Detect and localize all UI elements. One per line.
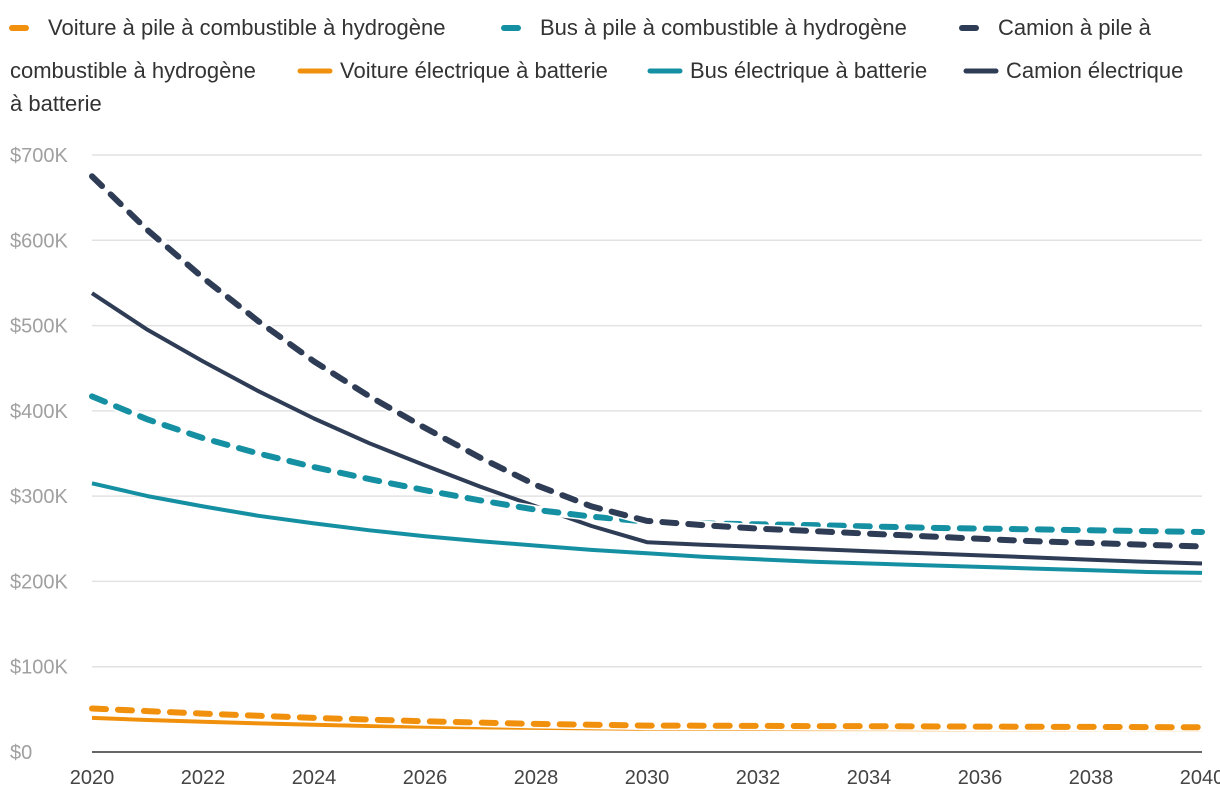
- legend: Voiture à pile à combustible à hydrogène…: [9, 15, 1183, 116]
- series-hydrogen-1-line: [89, 393, 1205, 535]
- x-tick-label: 2020: [70, 767, 115, 789]
- x-axis: 2020 2022 2024 2026 2028 2030 2032 2034 2036 2038…: [70, 751, 1220, 789]
- x-tick-label: 2028: [514, 767, 559, 789]
- x-tick-label: 2038: [1069, 767, 1114, 789]
- y-tick-label: $500K: [10, 316, 68, 338]
- legend-item[interactable]: Bus à pile à combustible à hydrogène: [501, 15, 907, 40]
- y-tick-label: $0: [10, 742, 32, 764]
- legend-label: Camion électrique à batterie: [10, 58, 1183, 116]
- series-battery-5-line: [90, 291, 1203, 566]
- series-hydrogen-2-halo: [87, 171, 1207, 551]
- x-tick-label: 2032: [736, 767, 781, 789]
- y-tick-label: $600K: [10, 230, 68, 252]
- legend-label: Bus électrique à batterie: [690, 58, 927, 83]
- legend-item[interactable]: Bus électrique à batterie: [647, 58, 927, 83]
- y-tick-label: $400K: [10, 401, 68, 423]
- legend-label: Bus à pile à combustible à hydrogène: [540, 15, 907, 40]
- legend-label: Voiture à pile à combustible à hydrogène: [48, 15, 445, 40]
- legend-item[interactable]: Camion électrique à batterie: [10, 58, 1183, 116]
- y-tick-label: $700K: [10, 145, 68, 167]
- x-tick-label: 2026: [403, 767, 448, 789]
- x-tick-label: 2022: [181, 767, 226, 789]
- series-hydrogen-0-line: [89, 705, 1205, 731]
- x-tick-label: 2030: [625, 767, 670, 789]
- legend-item[interactable]: Camion à pile à combustible à hydrogène: [10, 15, 1152, 83]
- series-lines: [87, 171, 1207, 732]
- legend-item[interactable]: Voiture à pile à combustible à hydrogène: [9, 15, 445, 40]
- legend-label: Voiture électrique à batterie: [340, 58, 608, 83]
- legend-label: Camion à pile à combustible à hydrogène: [10, 15, 1152, 83]
- y-tick-label: $200K: [10, 571, 68, 593]
- series-hydrogen-2-line: [89, 173, 1205, 550]
- series-hydrogen-1-halo: [87, 391, 1207, 537]
- x-tick-label: 2036: [958, 767, 1003, 789]
- x-tick-label: 2040: [1180, 767, 1220, 789]
- gridlines: $0 $100K $200K $300K $400K $500K $600K $700K: [10, 145, 1202, 764]
- x-tick-label: 2034: [847, 767, 892, 789]
- series-battery-4-line: [91, 481, 1203, 575]
- y-tick-label: $300K: [10, 486, 68, 508]
- legend-item[interactable]: Voiture électrique à batterie: [297, 58, 608, 83]
- x-tick-label: 2024: [292, 767, 337, 789]
- y-tick-label: $100K: [10, 657, 68, 679]
